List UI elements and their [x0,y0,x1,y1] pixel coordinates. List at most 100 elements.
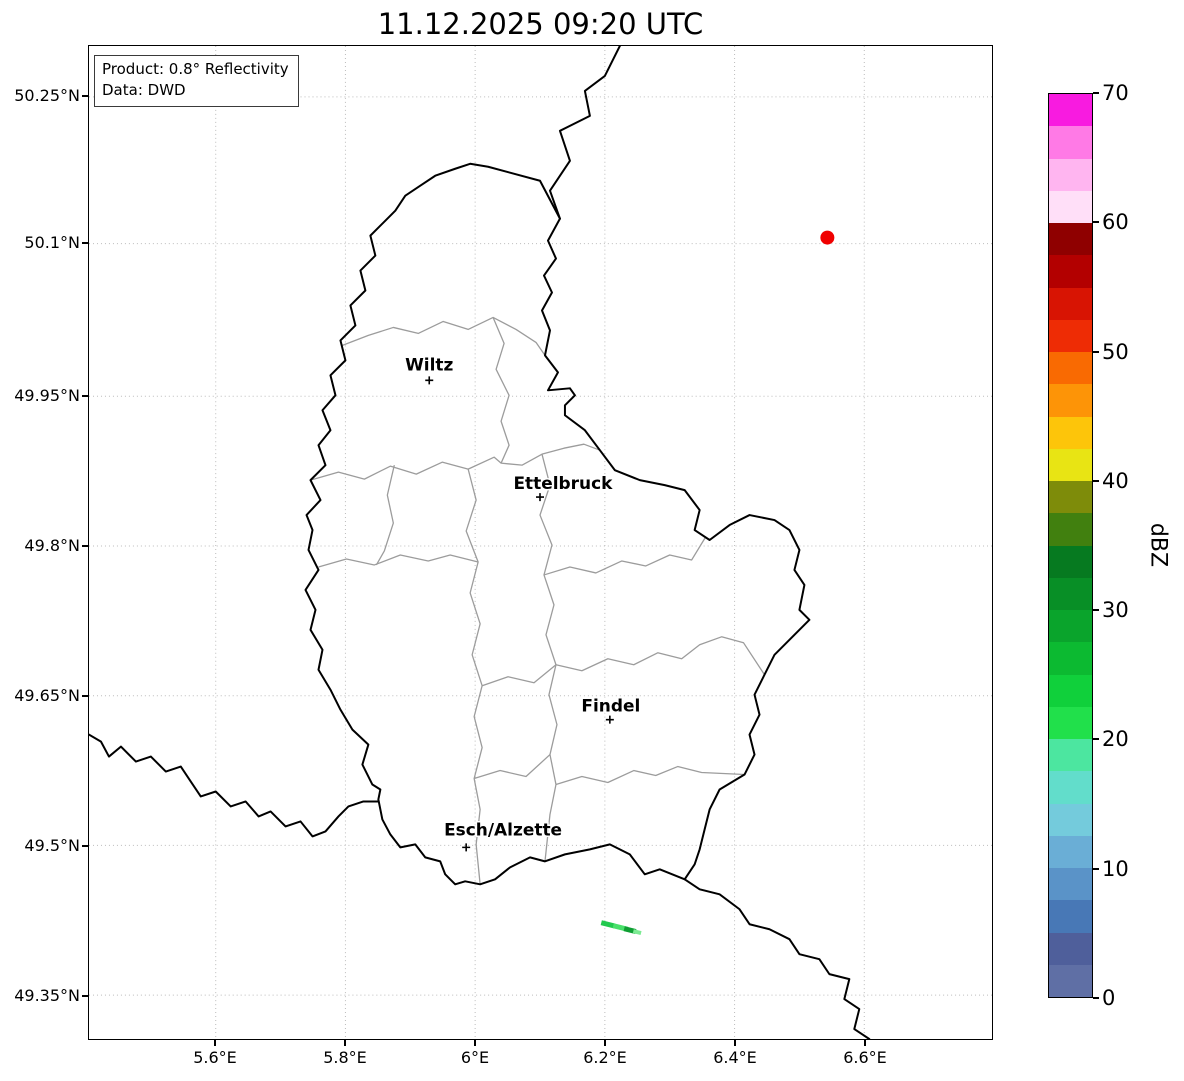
radar-echo-green-cell [600,920,616,929]
colorbar-segment [1049,352,1092,385]
city-marker-wiltz [425,376,434,385]
france-germany-border [683,878,871,1039]
colorbar-segment [1049,416,1092,449]
radar-echo-green-cell [632,929,642,936]
canton-border-line [492,317,510,464]
luxembourg-map: Wiltz Ettelbruck Findel Esch/Alzette [89,46,992,1039]
product-info-box: Product: 0.8° Reflectivity Data: DWD [94,55,299,107]
colorbar-segment [1049,771,1092,804]
colorbar-segment [1049,545,1092,578]
colorbar-tick-mark [1093,738,1099,741]
colorbar-tick-mark [1093,479,1099,482]
x-axis-tick-label: 6°E [460,1048,490,1067]
colorbar-segment [1049,932,1092,965]
colorbar-segment [1049,384,1092,417]
colorbar-segment [1049,513,1092,546]
y-axis-tick-mark [82,242,88,244]
colorbar-tick-mark [1093,221,1099,224]
colorbar-tick-label: 30 [1102,598,1129,623]
figure-title: 11.12.2025 09:20 UTC [377,7,704,41]
belgium-france-border [89,733,380,838]
city-marker-esch-alzette [462,843,471,852]
colorbar-unit-label: dBZ [1145,522,1171,568]
x-axis-tick-mark [474,1040,476,1046]
country-borders [89,46,871,1039]
radar-echoes [600,230,835,936]
city-markers: Wiltz Ettelbruck Findel Esch/Alzette [404,353,642,852]
city-marker-findel [605,715,614,724]
x-axis-tick-label: 5.8°E [323,1048,367,1067]
colorbar-segment [1049,481,1092,514]
canton-borders [310,316,766,885]
x-axis-tick-label: 6.4°E [713,1048,757,1067]
x-axis-tick-mark [604,1040,606,1046]
y-axis-tick-label: 50.1°N [24,233,80,252]
colorbar-tick-mark [1093,867,1099,870]
y-axis-tick-mark [82,695,88,697]
city-label-esch-alzette: Esch/Alzette [444,819,562,839]
colorbar-segment [1049,223,1092,256]
colorbar-segment [1049,158,1092,191]
x-axis-tick-label: 5.6°E [193,1048,237,1067]
y-axis-tick-mark [82,95,88,97]
y-axis-tick-label: 49.95°N [14,386,80,405]
colorbar-tick-mark [1093,609,1099,612]
y-axis-tick-mark [82,845,88,847]
colorbar-segment [1049,126,1092,159]
map-gridlines [89,46,992,1039]
x-axis-tick-mark [214,1040,216,1046]
colorbar-tick-label: 10 [1102,856,1129,881]
colorbar-segment [1049,94,1092,127]
canton-border-line [318,554,479,568]
city-label-findel: Findel [581,696,640,716]
city-label-ettelbruck: Ettelbruck [513,473,613,493]
canton-border-line [342,316,546,356]
colorbar-tick-mark [1093,92,1099,94]
canton-border-line [375,465,395,566]
belgium-germany-border [548,46,621,220]
canton-border-line [310,443,601,481]
y-axis-tick-label: 49.35°N [14,986,80,1005]
colorbar-tick-label: 60 [1102,210,1129,235]
colorbar-segment [1049,964,1092,997]
colorbar-segment [1049,255,1092,288]
colorbar-segment [1049,706,1092,739]
canton-border-line [481,636,766,687]
city-marker-ettelbruck [536,493,544,502]
x-axis-tick-label: 6.2°E [583,1048,627,1067]
canton-border-line [539,454,558,862]
colorbar-segment [1049,190,1092,223]
canton-border-line [473,754,551,780]
colorbar-segment [1049,868,1092,901]
y-axis-tick-label: 49.8°N [24,536,80,555]
colorbar-segment [1049,803,1092,836]
colorbar-segment [1049,642,1092,675]
colorbar-segment [1049,319,1092,352]
y-axis-tick-label: 50.25°N [14,86,80,105]
colorbar-segment [1049,448,1092,481]
x-axis-tick-label: 6.6°E [843,1048,887,1067]
colorbar-segment [1049,835,1092,868]
y-axis-tick-mark [82,995,88,997]
canton-border-line [555,765,745,786]
colorbar-segment [1049,287,1092,320]
colorbar-segment [1049,674,1092,707]
colorbar-tick-label: 50 [1102,339,1129,364]
colorbar [1048,93,1093,998]
y-axis-tick-label: 49.5°N [24,836,80,855]
colorbar-tick-mark [1093,997,1099,999]
radar-echo-red-dot [820,230,835,245]
x-axis-tick-mark [864,1040,866,1046]
luxembourg-border [304,162,811,886]
canton-border-line [543,536,707,576]
colorbar-segment [1049,900,1092,933]
colorbar-segment [1049,739,1092,772]
canton-border-line [465,468,483,885]
product-info-line: Product: 0.8° Reflectivity [102,60,289,78]
city-label-wiltz: Wiltz [405,354,453,374]
y-axis-tick-mark [82,545,88,547]
colorbar-tick-label: 20 [1102,727,1129,752]
colorbar-tick-label: 0 [1102,986,1116,1010]
colorbar-segment [1049,610,1092,643]
